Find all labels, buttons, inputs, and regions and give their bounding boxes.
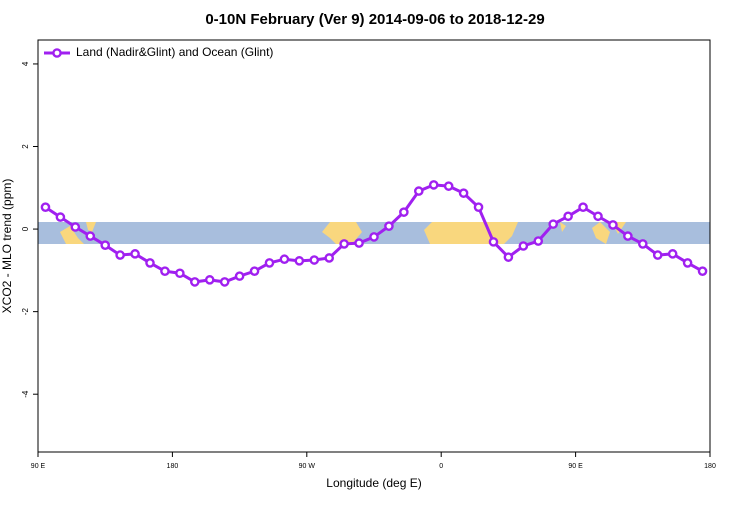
point bbox=[55, 212, 66, 222]
y-tick-label: -4 bbox=[21, 390, 30, 398]
point bbox=[204, 275, 215, 285]
x-tick-label: 90 E bbox=[568, 463, 583, 470]
point bbox=[40, 202, 51, 212]
y-axis-label: XCO2 - MLO trend (ppm) bbox=[0, 179, 14, 314]
land bbox=[424, 222, 518, 244]
point bbox=[234, 271, 245, 281]
point bbox=[413, 186, 424, 196]
plot-frame bbox=[37, 39, 711, 453]
point bbox=[324, 253, 335, 263]
point bbox=[638, 239, 648, 249]
y-tick-label: -2 bbox=[21, 308, 30, 316]
point bbox=[697, 266, 708, 276]
point bbox=[443, 181, 454, 191]
point bbox=[399, 207, 409, 217]
point bbox=[473, 202, 484, 212]
y-tick-label: 0 bbox=[21, 226, 30, 231]
x-tick-label: 90 W bbox=[299, 463, 316, 470]
point bbox=[682, 258, 693, 268]
land bbox=[322, 222, 362, 244]
legend-marker bbox=[52, 48, 62, 58]
point bbox=[189, 277, 200, 287]
point bbox=[219, 277, 230, 287]
point bbox=[85, 231, 96, 241]
land bbox=[560, 222, 626, 244]
point bbox=[548, 219, 559, 229]
point bbox=[593, 211, 603, 222]
x-tick-label: 0 bbox=[439, 463, 443, 470]
point bbox=[160, 266, 170, 276]
point bbox=[115, 250, 125, 260]
point bbox=[667, 249, 678, 259]
point bbox=[578, 202, 588, 212]
point bbox=[309, 255, 320, 265]
legend-label: Land (Nadir&Glint) and Ocean (Glint) bbox=[76, 45, 273, 59]
x-tick-label: 180 bbox=[704, 463, 716, 470]
point bbox=[458, 188, 469, 198]
point bbox=[100, 240, 110, 250]
land bbox=[60, 222, 96, 244]
point bbox=[503, 252, 514, 262]
x-tick-label: 90 E bbox=[31, 463, 46, 470]
point bbox=[264, 258, 275, 268]
point bbox=[518, 241, 529, 251]
point bbox=[384, 221, 394, 231]
x-tick-label: 180 bbox=[167, 463, 179, 470]
point bbox=[294, 256, 305, 266]
x-axis-label: Longitude (deg E) bbox=[326, 476, 421, 490]
point bbox=[488, 237, 499, 247]
point bbox=[623, 231, 633, 241]
point bbox=[145, 258, 155, 268]
point bbox=[339, 239, 349, 249]
point bbox=[279, 254, 290, 265]
y-tick-label: 2 bbox=[21, 144, 30, 149]
point bbox=[533, 236, 544, 246]
point bbox=[428, 180, 439, 190]
point bbox=[354, 238, 364, 248]
point bbox=[608, 220, 618, 230]
point bbox=[249, 266, 260, 276]
point bbox=[130, 249, 140, 259]
y-tick-label: 4 bbox=[21, 61, 30, 66]
point bbox=[563, 211, 573, 222]
point bbox=[652, 250, 663, 260]
point bbox=[369, 232, 379, 242]
chart-title: 0-10N February (Ver 9) 2014-09-06 to 201… bbox=[205, 11, 544, 28]
point bbox=[175, 268, 185, 279]
point bbox=[70, 222, 81, 232]
